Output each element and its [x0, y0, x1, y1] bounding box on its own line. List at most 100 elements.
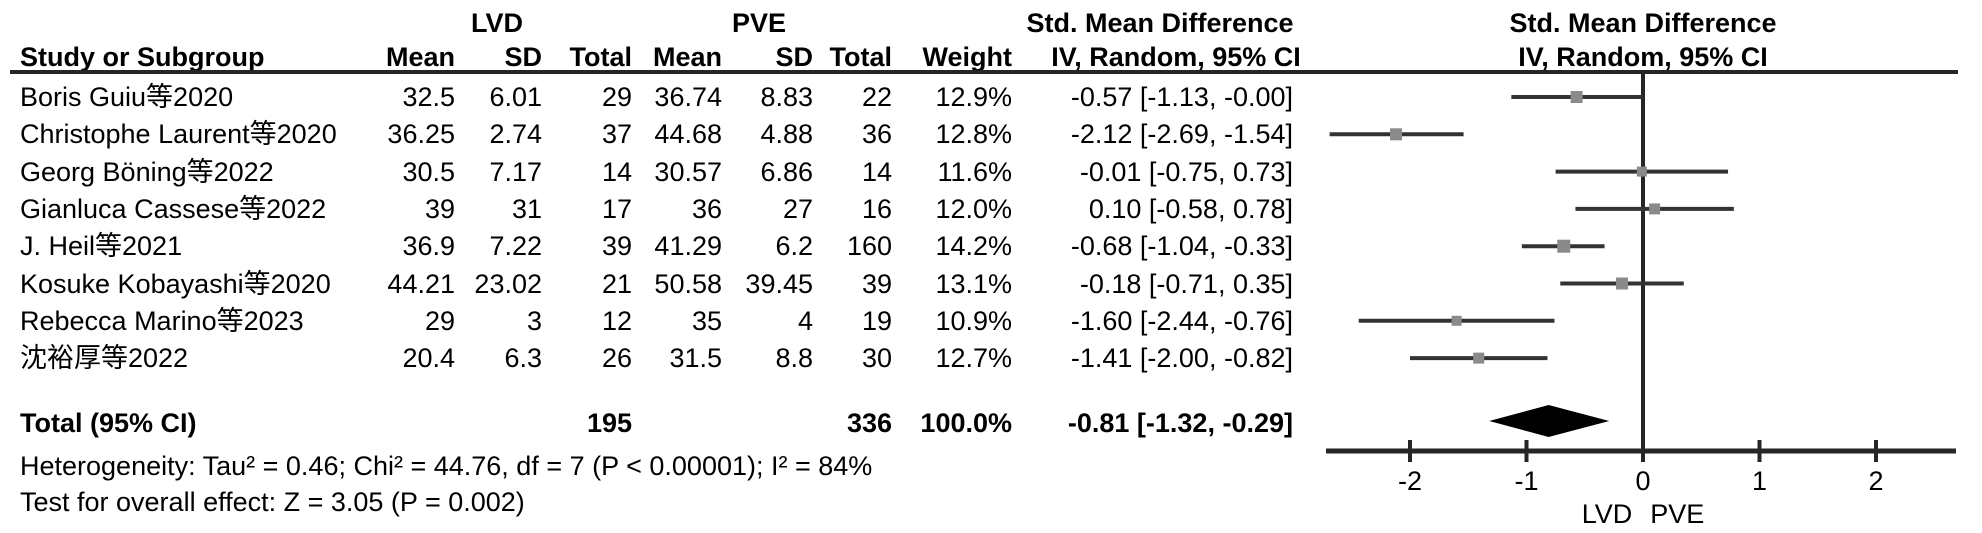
- column-header: Mean: [385, 42, 455, 72]
- cell-lvd_sd: 6.01: [489, 82, 542, 112]
- cell-weight: 12.8%: [935, 119, 1012, 150]
- cell-lvd_total: 26: [601, 343, 632, 374]
- cell-lvd_total: 21: [601, 268, 632, 299]
- cell-ci_text: -0.57 [-1.13, -0.00]: [1070, 82, 1293, 112]
- cell-pve_total: 39: [861, 268, 892, 299]
- cell-lvd_total: 29: [601, 82, 632, 112]
- cell-lvd_mean: 44.21: [387, 268, 455, 299]
- cell-lvd_total: 17: [601, 193, 632, 224]
- study-mean-square: [1570, 91, 1583, 103]
- study-mean-square: [1473, 352, 1485, 364]
- cell-pve_total: 30: [861, 343, 892, 374]
- cell-name: Gianluca Cassese等2022: [20, 193, 327, 224]
- cell-weight: 12.7%: [935, 343, 1012, 374]
- cell-lvd_mean: 39: [424, 193, 455, 224]
- cell-lvd_mean: 36.25: [387, 119, 455, 150]
- heterogeneity-text: Heterogeneity: Tau² = 0.46; Chi² = 44.76…: [20, 451, 873, 481]
- cell-name: Rebecca Marino等2023: [20, 305, 304, 336]
- column-header: Total: [829, 42, 893, 72]
- cell-lvd_total: 12: [601, 305, 632, 336]
- cell-name: J. Heil等2021: [20, 231, 183, 262]
- cell-ci_text: -1.41 [-2.00, -0.82]: [1070, 343, 1293, 374]
- effect-subheader-left: IV, Random, 95% CI: [1051, 42, 1301, 72]
- cell-pve_mean: 36.74: [654, 82, 722, 112]
- cell-lvd_mean: 29: [424, 305, 455, 336]
- cell-ci_text: -0.18 [-0.71, 0.35]: [1079, 268, 1293, 299]
- cell-name: Christophe Laurent等2020: [20, 119, 337, 150]
- cell-weight: 12.9%: [935, 82, 1012, 112]
- cell-ci_text: 0.10 [-0.58, 0.78]: [1088, 193, 1293, 224]
- study-mean-square: [1557, 239, 1571, 253]
- cell-lvd_sd: 23.02: [474, 268, 542, 299]
- cell-pve_sd: 8.8: [775, 343, 813, 374]
- cell-lvd_sd: 6.3: [504, 343, 542, 374]
- cell-ci_text: -0.01 [-0.75, 0.73]: [1079, 156, 1293, 187]
- cell-lvd_mean: 20.4: [402, 343, 455, 374]
- cell-weight: 14.2%: [935, 231, 1012, 262]
- axis-tick-label: 0: [1635, 466, 1651, 496]
- cell-pve_sd: 6.86: [760, 156, 813, 187]
- cell-pve_total: 36: [861, 119, 892, 150]
- cell-pve_mean: 31.5: [669, 343, 722, 374]
- axis-tick-label: -1: [1514, 466, 1539, 496]
- favours-pve-label: PVE: [1650, 499, 1705, 529]
- study-mean-square: [1636, 166, 1647, 177]
- effect-subheader-right: IV, Random, 95% CI: [1518, 42, 1768, 72]
- cell-pve_total: 14: [861, 156, 892, 187]
- favours-labels: LVD PVE: [1443, 500, 1843, 528]
- cell-pve_sd: 27: [782, 193, 813, 224]
- column-header: Total: [569, 42, 633, 72]
- cell-pve_total: 19: [861, 305, 892, 336]
- cell-name: Georg Böning等2022: [20, 156, 274, 187]
- group2-header: PVE: [731, 8, 787, 38]
- cell-lvd_total: 14: [601, 156, 632, 187]
- cell-ci_text: -2.12 [-2.69, -1.54]: [1070, 119, 1293, 150]
- cell-ci_text: -1.60 [-2.44, -0.76]: [1070, 305, 1293, 336]
- cell-pve_total: 22: [861, 82, 892, 112]
- column-header: Weight: [922, 42, 1013, 72]
- study-mean-square: [1451, 315, 1462, 326]
- cell-pve_mean: 35: [691, 305, 722, 336]
- cell-pve_sd: 8.83: [760, 82, 813, 112]
- effect-header-left: Std. Mean Difference: [1026, 8, 1294, 38]
- cell-pve_mean: 36: [691, 193, 722, 224]
- cell-pve_total: 160: [846, 231, 892, 262]
- overall-effect-text: Test for overall effect: Z = 3.05 (P = 0…: [20, 487, 525, 517]
- axis-tick-label: 2: [1868, 466, 1884, 496]
- effect-header-right: Std. Mean Difference: [1509, 8, 1777, 38]
- axis-tick-label: 1: [1751, 466, 1768, 496]
- total-label: Total (95% CI): [20, 408, 197, 438]
- cell-lvd_sd: 2.74: [489, 119, 542, 150]
- cell-pve_mean: 30.57: [654, 156, 722, 187]
- column-header: Study or Subgroup: [20, 42, 265, 72]
- cell-pve_sd: 39.45: [745, 268, 813, 299]
- column-header: Mean: [652, 42, 722, 72]
- column-header: SD: [504, 42, 542, 72]
- cell-weight: 11.6%: [937, 156, 1012, 187]
- cell-lvd_sd: 7.17: [489, 156, 542, 187]
- cell-pve_mean: 50.58: [654, 268, 722, 299]
- cell-lvd_total: 37: [601, 119, 632, 150]
- cell-lvd_total: 39: [601, 231, 632, 262]
- cell-pve_mean: 41.29: [654, 231, 722, 262]
- cell-lvd_sd: 31: [511, 193, 542, 224]
- summary-diamond: [1489, 405, 1610, 437]
- cell-ci_text: -0.68 [-1.04, -0.33]: [1070, 231, 1293, 262]
- cell-lvd_sd: 3: [526, 305, 542, 336]
- column-header: SD: [775, 42, 813, 72]
- cell-pve_mean: 44.68: [654, 119, 722, 150]
- cell-weight: 12.0%: [935, 193, 1012, 224]
- cell-lvd_sd: 7.22: [489, 231, 542, 262]
- axis-tick-label: -2: [1397, 466, 1422, 496]
- cell-weight: 13.1%: [935, 268, 1012, 299]
- cell-name: 沈裕厚等2022: [20, 343, 189, 374]
- total-lvd-total: 195: [586, 408, 632, 438]
- cell-lvd_mean: 36.9: [402, 231, 455, 262]
- cell-pve_total: 16: [861, 193, 892, 224]
- favours-lvd-label: LVD: [1581, 499, 1633, 529]
- total-pve-total: 336: [846, 408, 892, 438]
- total-weight: 100.0%: [920, 408, 1012, 438]
- group1-header: LVD: [471, 8, 523, 38]
- cell-lvd_mean: 30.5: [402, 156, 455, 187]
- header-divider: [10, 70, 1958, 74]
